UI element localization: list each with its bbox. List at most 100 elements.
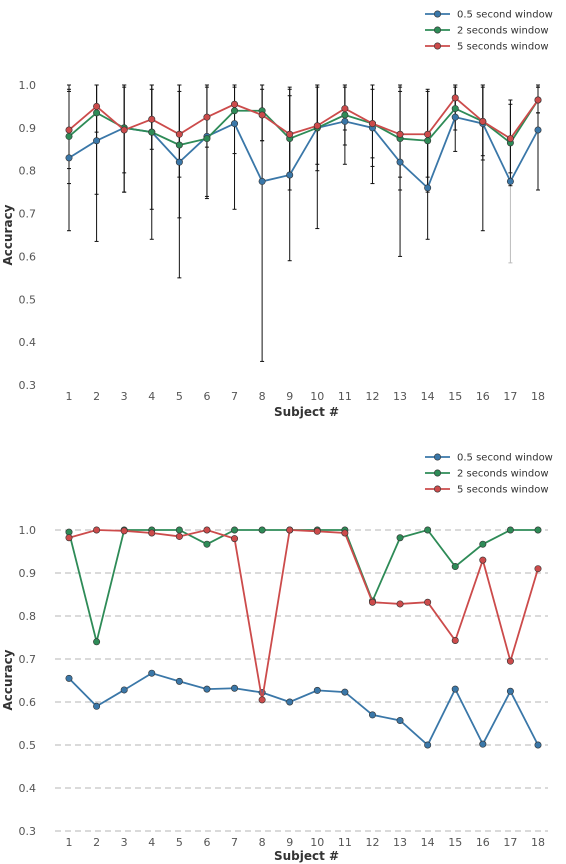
x-tick-label: 17 — [503, 390, 517, 403]
legend-marker — [433, 10, 441, 18]
legend: 0.5 second window 2 seconds window 5 secon… — [425, 10, 553, 53]
data-point — [93, 109, 101, 117]
y-axis-label: Accuracy — [1, 204, 15, 265]
data-point — [258, 696, 266, 704]
x-tick-label: 5 — [176, 390, 183, 403]
data-point — [258, 526, 266, 534]
data-point — [424, 130, 432, 138]
x-tick-label: 14 — [421, 390, 435, 403]
legend-marker — [433, 453, 441, 461]
x-tick-label: 18 — [531, 836, 545, 849]
data-point — [175, 158, 183, 166]
x-tick-label: 10 — [310, 390, 324, 403]
data-point — [424, 137, 432, 145]
data-point — [231, 535, 239, 543]
data-point — [506, 135, 514, 143]
x-tick-label: 4 — [148, 390, 155, 403]
x-tick-label: 3 — [121, 836, 128, 849]
data-point — [203, 685, 211, 693]
data-point — [148, 529, 156, 537]
data-point — [424, 526, 432, 534]
data-point — [424, 598, 432, 606]
legend-label: 0.5 second window — [457, 10, 553, 21]
x-tick-label: 16 — [476, 836, 490, 849]
data-point — [534, 126, 542, 134]
x-tick-label: 8 — [259, 836, 266, 849]
data-point — [231, 120, 239, 128]
data-point — [258, 177, 266, 185]
y-tick-label: 0.4 — [19, 336, 37, 349]
data-point — [93, 638, 101, 646]
data-point — [93, 102, 101, 110]
data-point — [313, 122, 321, 130]
chart-panel-2: 0.30.40.50.60.70.80.91.01 2 3 4 5 6 7 8 9 10 11 12 1… — [1, 453, 553, 864]
data-point — [451, 685, 459, 693]
data-point — [396, 158, 404, 166]
series-line-3 — [68, 96, 539, 140]
legend-label: 5 seconds window — [457, 485, 549, 496]
data-point — [175, 677, 183, 685]
legend: 0.5 second window 2 seconds window 5 secon… — [425, 453, 553, 496]
data-point — [396, 130, 404, 138]
x-tick-label: 17 — [503, 836, 517, 849]
data-point — [341, 111, 349, 119]
x-tick-label: 10 — [310, 836, 324, 849]
data-point — [175, 526, 183, 534]
chart-panel-1: 0.30.40.50.60.70.80.91.01 2 3 4 5 6 7 8 9 10 11 12 1… — [1, 10, 553, 420]
y-tick-label: 0.4 — [19, 782, 37, 795]
data-point — [479, 540, 487, 548]
x-tick-label: 5 — [176, 836, 183, 849]
data-point — [313, 527, 321, 535]
legend-label: 2 seconds window — [457, 26, 549, 37]
y-tick-label: 0.3 — [19, 825, 37, 838]
data-point — [65, 534, 73, 542]
x-tick-label: 16 — [476, 390, 490, 403]
x-tick-label: 8 — [259, 390, 266, 403]
data-point — [396, 600, 404, 608]
series-line-1 — [68, 116, 539, 190]
data-point — [396, 716, 404, 724]
data-point — [120, 126, 128, 134]
y-tick-label: 1.0 — [19, 524, 37, 537]
data-point — [231, 526, 239, 534]
x-tick-label: 7 — [231, 836, 238, 849]
x-tick-label: 6 — [203, 836, 210, 849]
x-tick-label: 3 — [121, 390, 128, 403]
x-tick-label: 2 — [93, 836, 100, 849]
data-point — [313, 686, 321, 694]
data-point — [203, 526, 211, 534]
y-tick-label: 0.8 — [19, 610, 37, 623]
data-point — [506, 177, 514, 185]
x-tick-label: 12 — [365, 390, 379, 403]
y-tick-label: 0.6 — [19, 696, 37, 709]
data-point — [286, 698, 294, 706]
data-point — [451, 105, 459, 113]
x-tick-label: 1 — [66, 390, 73, 403]
data-point — [175, 141, 183, 149]
data-point — [424, 741, 432, 749]
data-point — [93, 526, 101, 534]
data-point — [65, 126, 73, 134]
data-point — [286, 526, 294, 534]
x-tick-label: 15 — [448, 390, 462, 403]
x-tick-label: 9 — [286, 836, 293, 849]
data-point — [93, 702, 101, 710]
x-tick-label: 13 — [393, 836, 407, 849]
series-line-2 — [68, 99, 539, 146]
data-point — [203, 135, 211, 143]
data-point — [424, 184, 432, 192]
data-point — [341, 117, 349, 125]
series-line-3 — [68, 529, 539, 701]
data-point — [231, 100, 239, 108]
data-point — [534, 526, 542, 534]
data-point — [451, 563, 459, 571]
legend-label: 0.5 second window — [457, 453, 553, 464]
data-point — [479, 117, 487, 125]
data-point — [65, 132, 73, 140]
data-point — [479, 556, 487, 564]
y-tick-label: 0.9 — [19, 567, 37, 580]
y-tick-label: 0.7 — [19, 653, 37, 666]
data-point — [148, 115, 156, 123]
data-point — [231, 684, 239, 692]
